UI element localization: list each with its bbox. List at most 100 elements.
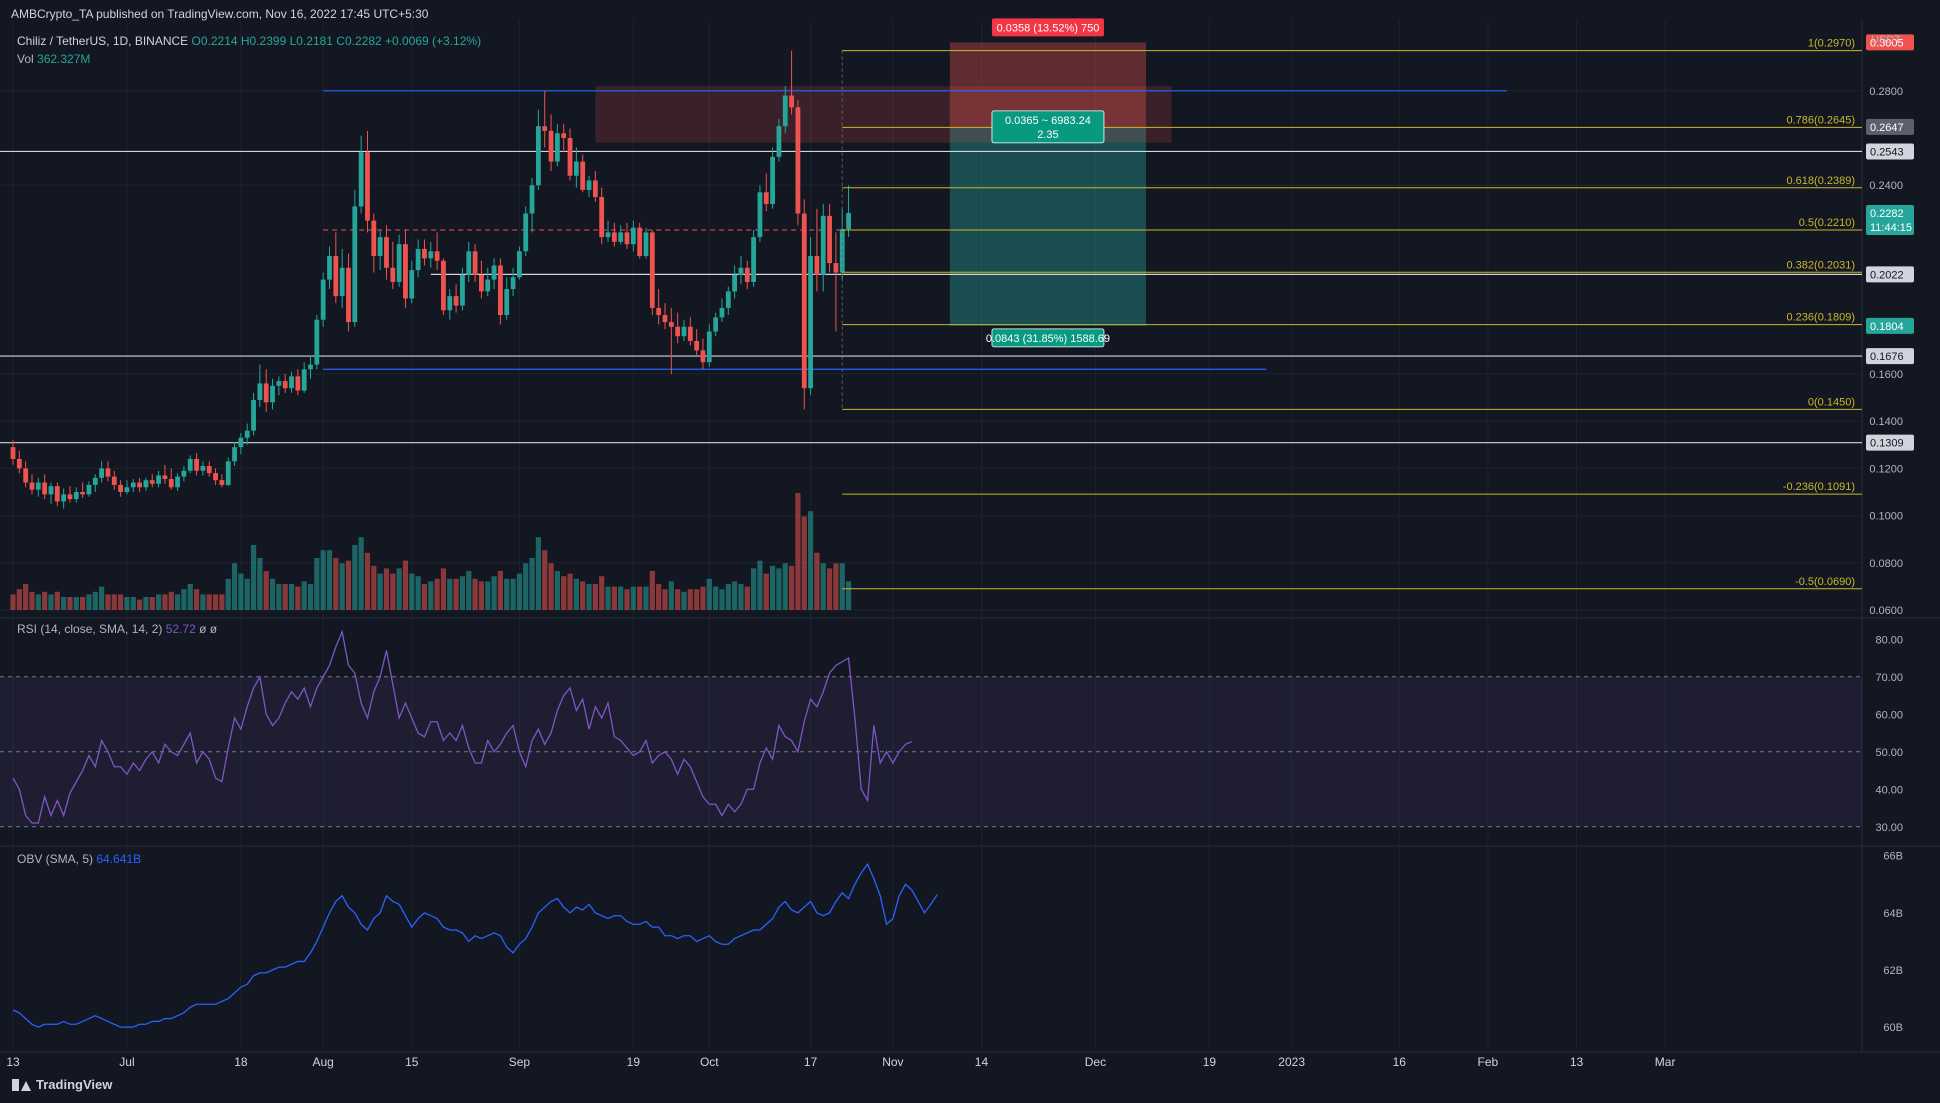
candle-body	[713, 317, 719, 332]
candle-body	[333, 256, 339, 297]
volume-bar	[656, 584, 662, 610]
tradingview-logo[interactable]: TradingView	[12, 1077, 112, 1092]
candle-body	[700, 350, 706, 363]
fib-label: -0.5(0.0690)	[1795, 576, 1855, 588]
volume-bar	[599, 576, 605, 610]
volume-bar	[301, 581, 307, 610]
volume-bar	[219, 594, 225, 610]
candle-body	[301, 369, 307, 391]
volume-bar	[807, 511, 814, 610]
candle-body	[795, 107, 801, 214]
price-badge-label: 0.1804	[1870, 321, 1904, 333]
volume-bar	[668, 581, 674, 610]
volume-bar	[725, 584, 731, 610]
volume-bar	[67, 597, 73, 610]
volume-bar	[605, 586, 611, 610]
level-badge	[1866, 348, 1914, 365]
candle-body	[580, 161, 586, 190]
volume-bar	[516, 573, 522, 610]
candle-body	[434, 251, 440, 261]
volume-bar	[402, 560, 409, 610]
volume-bar	[782, 563, 788, 610]
candle-body	[105, 468, 111, 477]
y-tick-label: 0.0600	[1869, 605, 1903, 617]
candle-body	[814, 256, 820, 275]
volume-bar	[345, 560, 352, 610]
x-tick-label: Mar	[1655, 1055, 1676, 1069]
entry-label-text: 2.35	[1037, 129, 1058, 141]
volume-bar	[643, 586, 649, 610]
volume-bar	[257, 558, 263, 610]
candle-body	[289, 376, 294, 389]
volume-bar	[839, 563, 845, 610]
volume-bar	[168, 591, 174, 610]
volume-bar	[200, 594, 206, 610]
volume-bar	[732, 581, 738, 610]
volume-bar	[61, 597, 67, 610]
candle-body	[491, 265, 497, 280]
volume-bar	[535, 537, 541, 610]
volume-bar	[826, 568, 833, 610]
volume-bar	[231, 563, 238, 610]
volume-bar	[434, 578, 440, 610]
volume-bar	[592, 584, 598, 610]
target-label-text: 0.0843 (31.85%) 1588.69	[986, 333, 1110, 345]
candle-body	[776, 126, 782, 157]
candle-body	[624, 232, 630, 245]
x-tick-label: Feb	[1478, 1055, 1499, 1069]
volume-bar	[54, 591, 60, 610]
candle-body	[687, 326, 693, 341]
candle-body	[510, 277, 516, 290]
candle-body	[599, 197, 605, 238]
candle-body	[751, 237, 757, 282]
x-tick-label: 18	[234, 1055, 248, 1069]
candle-body	[447, 296, 453, 311]
candle-body	[668, 322, 674, 327]
candle-body	[137, 482, 142, 488]
volume-bar	[630, 586, 636, 610]
level-badge-label: 0.2543	[1870, 146, 1904, 158]
fib-label: 0(0.1450)	[1808, 396, 1855, 408]
fib-label: -0.236(0.1091)	[1783, 481, 1855, 493]
candle-body	[757, 192, 763, 238]
level-badge	[1866, 143, 1914, 160]
candle-body	[295, 376, 301, 391]
volume-bar	[250, 545, 257, 610]
volume-bar	[23, 584, 29, 610]
candle-body	[92, 477, 98, 485]
candle-body	[16, 458, 22, 469]
volume-bar	[466, 571, 472, 610]
candle-body	[194, 458, 199, 471]
volume-bar	[700, 586, 706, 610]
volume-bar	[307, 584, 314, 610]
candle-body	[422, 248, 427, 259]
volume-bar	[681, 591, 687, 610]
candle-body	[662, 315, 668, 323]
candle-body	[466, 251, 472, 275]
volume-bar	[155, 594, 162, 610]
symbol-name[interactable]: Chiliz / TetherUS, 1D, BINANCE	[17, 34, 189, 48]
volume-bar	[662, 589, 668, 610]
candle-body	[523, 213, 529, 252]
rsi-label[interactable]: RSI (14, close, SMA, 14, 2)	[17, 622, 163, 636]
volume-bar	[206, 594, 212, 610]
x-tick-label: Sep	[509, 1055, 531, 1069]
candle-body	[618, 232, 624, 242]
volume-bar	[820, 563, 826, 610]
obv-label[interactable]: OBV (SMA, 5)	[17, 852, 94, 866]
volume-bar	[314, 558, 320, 610]
volume-bar	[618, 586, 624, 610]
x-tick-label: 14	[975, 1055, 989, 1069]
volume-bars	[10, 493, 852, 610]
volume-bar	[124, 597, 130, 610]
level-badge-label: 0.1676	[1870, 351, 1904, 363]
volume-bar	[421, 584, 428, 610]
fib-label: 0.236(0.1809)	[1787, 312, 1856, 324]
volume-bar	[510, 578, 516, 610]
fib-label: 0.5(0.2210)	[1799, 217, 1855, 229]
obv-y-tick: 64B	[1883, 908, 1903, 920]
price-badge-timer: 11:44:15	[1870, 222, 1912, 234]
volume-bar	[10, 594, 16, 610]
candle-body	[143, 480, 149, 488]
